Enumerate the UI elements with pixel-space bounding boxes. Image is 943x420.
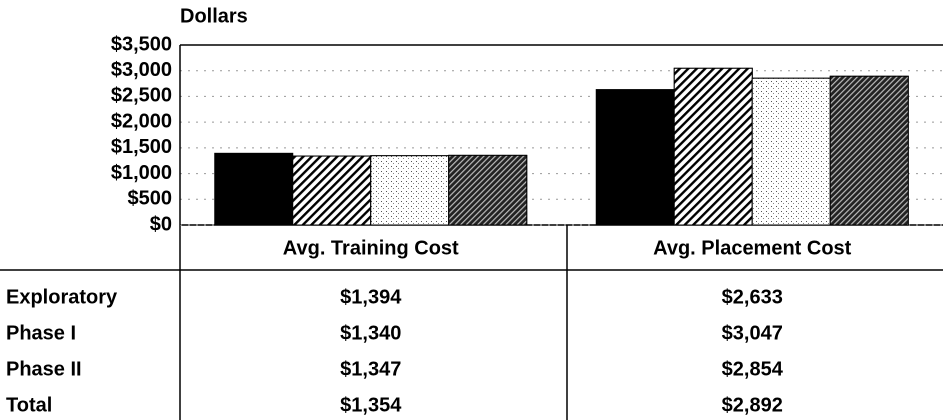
- bar-pattern: [673, 67, 753, 226]
- y-tick-label: $500: [128, 188, 173, 210]
- y-tick-label: $1,000: [111, 162, 172, 184]
- y-tick-label: $0: [150, 213, 172, 235]
- bar-pattern: [448, 154, 528, 226]
- y-tick-label: $3,000: [111, 59, 172, 81]
- bar: [595, 89, 675, 226]
- value-label: $1,340: [340, 322, 401, 344]
- y-tick-label: $1,500: [111, 136, 172, 158]
- y-axis-label: Dollars: [180, 5, 248, 27]
- row-label: Phase II: [6, 358, 82, 380]
- row-label: Exploratory: [6, 286, 118, 308]
- bar-pattern: [829, 75, 909, 226]
- bar-pattern: [370, 155, 450, 226]
- x-tick-label: Avg. Placement Cost: [653, 237, 852, 259]
- y-tick-label: $2,000: [111, 110, 172, 132]
- value-label: $3,047: [722, 322, 783, 344]
- row-label: Phase I: [6, 322, 76, 344]
- x-tick-label: Avg. Training Cost: [283, 237, 459, 259]
- y-tick-label: $3,500: [111, 33, 172, 55]
- bar-pattern: [751, 77, 831, 226]
- value-label: $1,354: [340, 394, 402, 416]
- value-label: $2,633: [722, 286, 783, 308]
- bar-pattern: [292, 155, 372, 226]
- y-tick-label: $2,500: [111, 85, 172, 107]
- bar: [214, 152, 294, 226]
- value-label: $2,892: [722, 394, 783, 416]
- row-label: Total: [6, 394, 52, 416]
- value-label: $1,347: [340, 358, 401, 380]
- value-label: $2,854: [722, 358, 784, 380]
- value-label: $1,394: [340, 286, 402, 308]
